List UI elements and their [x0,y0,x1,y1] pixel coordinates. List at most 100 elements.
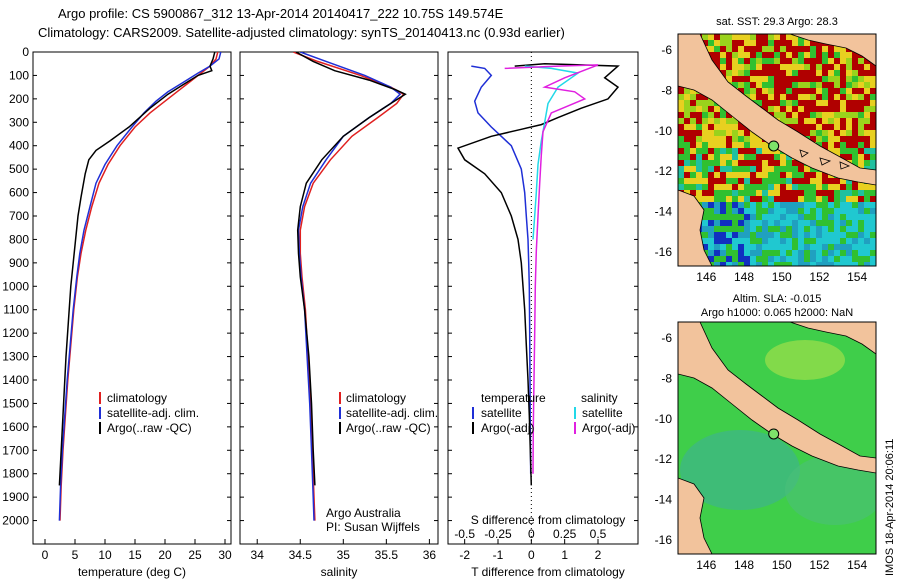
sst-cell [870,118,876,124]
sst-cell [870,232,876,238]
sst-cell [678,124,684,130]
sst-cell [846,220,852,226]
sst-cell [846,94,852,100]
sst-cell [762,88,768,94]
sst-cell [840,190,846,196]
sst-cell [732,208,738,214]
sst-cell [774,82,780,88]
sst-cell [744,250,750,256]
sst-cell [768,154,774,160]
sst-cell [870,226,876,232]
sst-cell [708,154,714,160]
sst-cell [816,52,822,58]
sst-cell [768,238,774,244]
sst-cell [816,70,822,76]
sst-cell [750,94,756,100]
lat-tick-label: -10 [655,124,673,138]
sst-cell [816,262,822,266]
sst-cell [684,148,690,154]
y-tick-label: 700 [9,209,29,223]
sst-cell [786,172,792,178]
sst-cell [708,202,714,208]
sst-cell [756,154,762,160]
sst-cell [762,46,768,52]
sst-cell [798,94,804,100]
sst-cell [852,184,858,190]
x-tick-label: 35.5 [375,548,399,562]
sst-cell [864,226,870,232]
sst-cell [786,100,792,106]
sst-cell [786,214,792,220]
sst-cell [864,238,870,244]
sst-cell [828,262,834,266]
sst-cell [846,118,852,124]
lon-tick-label: 148 [734,270,754,284]
sst-cell [756,100,762,106]
sst-cell [870,190,876,196]
sst-cell [798,244,804,250]
sst-map-label: sat. SST: 29.3 Argo: 28.3 [716,16,838,28]
sst-cell [732,118,738,124]
sst-cell [768,94,774,100]
sst-cell [708,172,714,178]
sst-cell [852,190,858,196]
sst-cell [792,256,798,262]
y-tick-label: 1500 [2,396,29,410]
sst-cell [768,226,774,232]
lat-tick-label: -14 [655,205,673,219]
sst-cell [798,82,804,88]
sst-cell [792,160,798,166]
sst-cell [774,112,780,118]
sst-cell [744,196,750,202]
sst-cell [816,118,822,124]
sst-cell [864,208,870,214]
sst-cell [786,178,792,184]
sst-cell [756,196,762,202]
y-tick-label: 600 [9,186,29,200]
sst-cell [738,238,744,244]
y-tick-label: 1400 [2,373,29,387]
sst-cell [762,214,768,220]
sst-cell [714,166,720,172]
sst-cell [732,220,738,226]
sst-cell [786,106,792,112]
sst-cell [708,52,714,58]
sst-cell [798,46,804,52]
sst-cell [684,166,690,172]
sst-cell [840,250,846,256]
sst-cell [708,130,714,136]
secondary-x-tick-label: 0.5 [590,527,607,541]
sst-cell [804,76,810,82]
sst-cell [762,238,768,244]
sst-cell [714,46,720,52]
sst-cell [798,196,804,202]
sst-cell [726,196,732,202]
sst-cell [810,250,816,256]
sst-cell [762,172,768,178]
sst-cell [798,112,804,118]
sst-cell [858,130,864,136]
sst-cell [726,184,732,190]
legend-salinity: climatology satellite-adj. clim. Argo(..… [339,391,438,435]
sst-cell [810,226,816,232]
sst-cell [714,190,720,196]
sst-cell [768,52,774,58]
sst-cell [810,58,816,64]
sst-cell [864,100,870,106]
sla-blob [765,340,845,380]
sst-cell [828,124,834,130]
sst-cell [870,76,876,82]
sst-cell [768,58,774,64]
sst-cell [726,178,732,184]
sst-cell [798,40,804,46]
lon-tick-label: 148 [734,558,754,572]
sst-cell [720,202,726,208]
sst-cell [804,214,810,220]
salinity-panel-frame [239,51,439,545]
sst-cell [684,154,690,160]
sst-cell [690,136,696,142]
sst-cell [702,184,708,190]
sst-cell [822,262,828,266]
sst-cell [774,208,780,214]
sst-cell [816,130,822,136]
